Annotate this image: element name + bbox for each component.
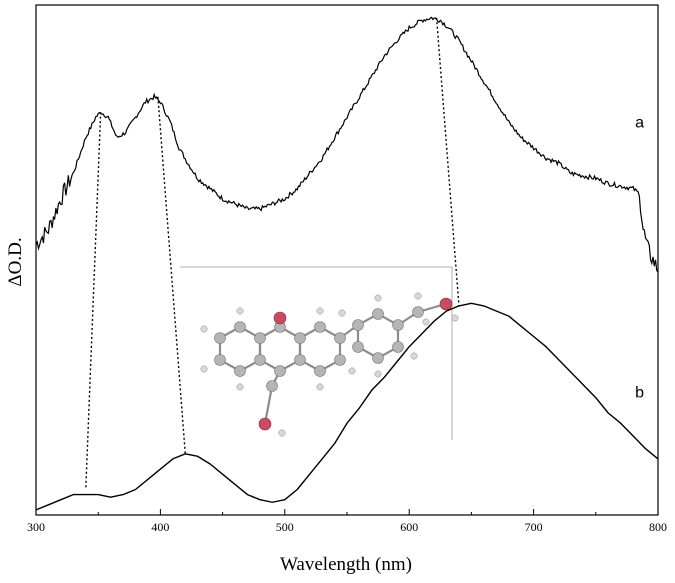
series-a-line [35,16,659,273]
plot-layer: ab [35,16,659,511]
peak-correspondence-line-2 [157,96,186,454]
x-tick-label-800: 800 [649,520,667,534]
peak-correspondence-line-3 [435,17,460,306]
x-tick-label-500: 500 [276,520,294,534]
x-tick-label-600: 600 [400,520,418,534]
x-axis-title: Wavelength (nm) [280,554,412,575]
axis-ticks: 300 400 500 600 700 800 [27,509,667,534]
x-tick-label-300: 300 [27,520,45,534]
y-axis-title: ΔO.D. [5,237,26,286]
x-tick-label-700: 700 [525,520,543,534]
series-b-line [35,302,659,511]
inset-border [180,266,453,440]
x-tick-label-400: 400 [151,520,169,534]
molecule-atoms [200,292,459,437]
series-label-b: b [635,385,644,402]
series-label-a: a [635,114,644,131]
molecule-structure-inset [180,266,459,440]
